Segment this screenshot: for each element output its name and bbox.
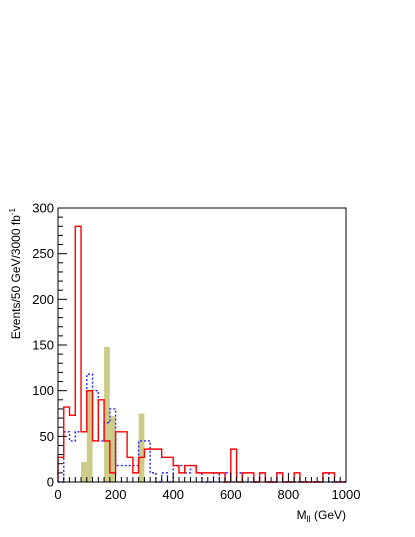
plot-frame [57, 207, 347, 483]
y-tick-labels: 0 50 100 150 200 250 300 [32, 201, 54, 490]
filled-bars-layer [81, 346, 145, 482]
bar [109, 416, 116, 482]
y-axis-label-main: Events/50 GeV/3000 fb [9, 215, 23, 339]
y-tick-label: 0 [47, 475, 54, 490]
x-tick-labels: 0 200 400 600 800 1000 [54, 487, 360, 502]
bar [86, 390, 93, 482]
x-tick-label: 800 [278, 487, 300, 502]
solid-series-line [57, 225, 346, 483]
x-tick-label: 0 [54, 487, 61, 502]
tick-marks-layer [57, 207, 347, 483]
x-tick-label: 200 [105, 487, 127, 502]
y-tick-label: 50 [40, 429, 54, 444]
bar [81, 461, 87, 482]
x-tick-label: 600 [220, 487, 242, 502]
y-tick-label: 300 [32, 201, 54, 216]
x-axis-label: Mll (GeV) [297, 508, 346, 524]
bar [138, 413, 145, 482]
x-axis-label-unit: (GeV) [311, 508, 346, 522]
x-axis-label-main: M [297, 508, 307, 522]
y-axis-label: Events/50 GeV/3000 fb-1 [8, 207, 23, 339]
x-tick-label: 400 [162, 487, 184, 502]
y-tick-label: 250 [32, 246, 54, 261]
y-tick-label: 150 [32, 338, 54, 353]
x-axis-label-sub: ll [307, 514, 311, 524]
y-tick-label: 200 [32, 292, 54, 307]
y-axis-label-sup: -1 [8, 207, 17, 215]
bar [104, 346, 110, 482]
x-tick-label: 1000 [332, 487, 361, 502]
step-lines-layer [57, 225, 346, 483]
dotted-series-line [58, 373, 346, 483]
y-tick-label: 100 [32, 383, 54, 398]
